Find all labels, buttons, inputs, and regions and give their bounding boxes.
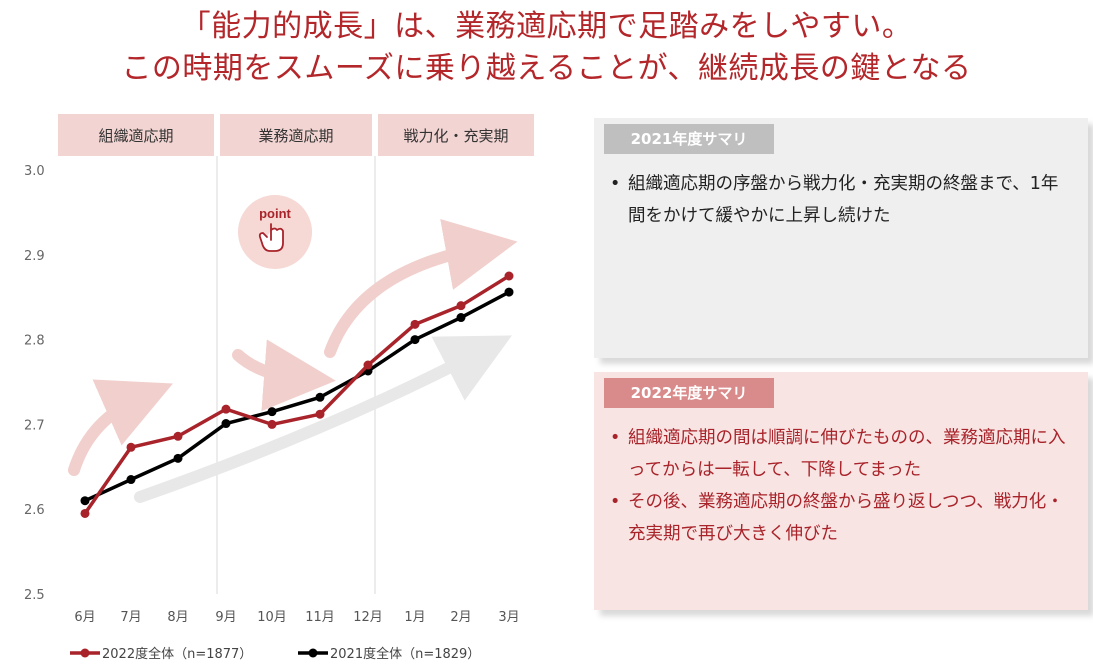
line-chart: 組織適応期 業務適応期 戦力化・充実期 point 3.0 2.9 2.8 2.7 2.6 2… — [24, 114, 534, 662]
summary-2021-heading: 2021年度サマリ — [604, 124, 774, 154]
point-label: point — [259, 206, 291, 221]
phase-band — [220, 114, 372, 156]
y-tick-label: 2.5 — [24, 588, 45, 603]
trend-arrow-pink-3 — [324, 218, 518, 358]
y-tick-label: 2.8 — [24, 334, 45, 349]
data-point — [267, 407, 277, 417]
phase-label: 業務適応期 — [258, 127, 333, 145]
data-point — [80, 496, 90, 506]
trend-arrow-gray — [134, 335, 512, 503]
x-tick-label: 6月 — [74, 610, 95, 625]
data-point — [126, 475, 136, 485]
x-tick-label: 9月 — [215, 610, 236, 625]
x-tick-label: 11月 — [305, 610, 335, 625]
data-point — [504, 287, 514, 297]
x-tick-label: 10月 — [257, 610, 287, 625]
trend-arrow-pink-1 — [68, 379, 173, 476]
y-tick-label: 3.0 — [24, 164, 45, 179]
summary-2022-bullet: 組織適応期の間は順調に伸びたものの、業務適応期に入ってからは一転して、下降してま… — [608, 422, 1074, 486]
summary-2022-heading: 2022年度サマリ — [604, 378, 774, 408]
hand-pointer-icon — [258, 223, 284, 252]
data-point — [221, 404, 231, 414]
y-tick-label: 2.9 — [24, 249, 45, 264]
x-tick-label: 3月 — [498, 610, 519, 625]
y-tick-label: 2.7 — [24, 418, 45, 433]
data-point — [315, 409, 325, 419]
phase-label: 組織適応期 — [98, 127, 173, 145]
summary-2022-bullet: その後、業務適応期の終盤から盛り返しつつ、戦力化・充実期で再び大きく伸びた — [608, 486, 1074, 550]
summary-card-2022: 2022年度サマリ 組織適応期の間は順調に伸びたものの、業務適応期に入ってからは… — [594, 372, 1093, 616]
legend-marker — [308, 648, 318, 658]
y-tick-label: 2.6 — [24, 503, 45, 518]
trend-arrow-pink-2 — [232, 339, 336, 412]
legend-label: 2022度全体（n=1877） — [102, 646, 252, 662]
legend-label: 2021度全体（n=1829） — [330, 646, 480, 662]
x-tick-label: 7月 — [120, 610, 141, 625]
data-point — [267, 419, 277, 429]
data-point — [410, 319, 420, 329]
phase-label: 戦力化・充実期 — [403, 127, 508, 145]
x-tick-label: 8月 — [167, 610, 188, 625]
point-callout: point — [238, 195, 312, 269]
headline-line-2: この時期をスムーズに乗り越えることが、継続成長の鍵となる — [121, 51, 972, 86]
series-line — [84, 290, 510, 503]
data-point — [173, 453, 183, 463]
summary-2021-bullet: 組織適応期の序盤から戦力化・充実期の終盤まで、1年間をかけて緩やかに上昇し続けた — [608, 168, 1074, 232]
data-point — [363, 360, 373, 370]
data-point — [456, 301, 466, 311]
x-tick-label: 1月 — [404, 610, 425, 625]
data-point — [456, 313, 466, 323]
summary-card-2021: 2021年度サマリ 組織適応期の序盤から戦力化・充実期の終盤まで、1年間をかけて… — [594, 118, 1093, 364]
phase-band — [378, 114, 534, 156]
data-point — [221, 419, 231, 429]
x-tick-label: 2月 — [450, 610, 471, 625]
summary-2022-bullets: 組織適応期の間は順調に伸びたものの、業務適応期に入ってからは一転して、下降してま… — [608, 422, 1074, 550]
headline-line-1: 「能力的成長」は、業務適応期で足踏みをしやすい。 — [180, 9, 913, 44]
data-point — [504, 271, 514, 281]
x-tick-label: 12月 — [353, 610, 383, 625]
data-point — [173, 431, 183, 441]
legend-marker — [80, 648, 90, 658]
summary-2021-bullets: 組織適応期の序盤から戦力化・充実期の終盤まで、1年間をかけて緩やかに上昇し続けた — [608, 168, 1074, 232]
data-point — [410, 335, 420, 345]
series-line — [83, 274, 510, 515]
data-point — [315, 392, 325, 402]
data-point — [80, 508, 90, 518]
data-point — [126, 442, 136, 452]
phase-band — [58, 114, 214, 156]
